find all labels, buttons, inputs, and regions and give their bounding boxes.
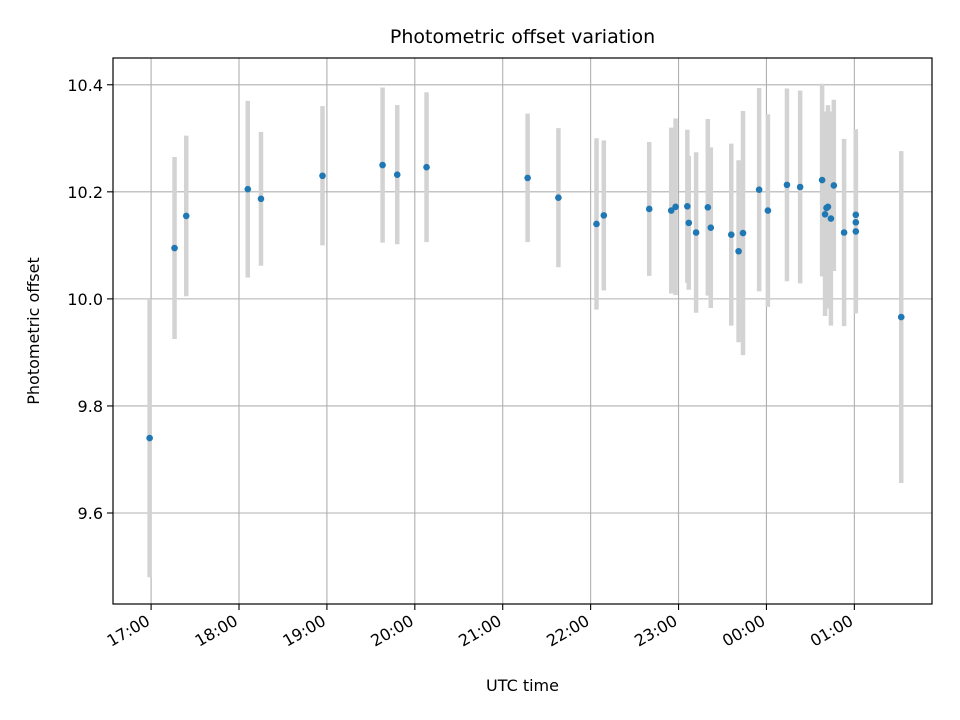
x-tick-label: 00:00: [719, 611, 768, 651]
data-point: [555, 194, 562, 202]
data-point: [379, 161, 386, 169]
x-tick-label: 19:00: [279, 611, 328, 651]
data-points: [146, 161, 905, 442]
x-tick-label: 21:00: [455, 611, 504, 651]
x-tick-label: 23:00: [631, 611, 680, 651]
data-point: [645, 205, 653, 213]
data-point: [146, 434, 153, 442]
data-point: [840, 229, 848, 236]
data-point: [827, 215, 835, 222]
y-tick-label: 10.0: [67, 290, 103, 309]
data-point: [764, 207, 772, 214]
data-point: [182, 212, 190, 220]
data-point: [393, 171, 401, 178]
data-point: [257, 195, 265, 203]
data-point: [593, 220, 600, 228]
plot-frame: [112, 57, 933, 605]
data-point: [830, 182, 838, 189]
data-point: [852, 211, 860, 219]
data-point: [818, 176, 826, 184]
y-tick-label: 10.4: [67, 76, 103, 95]
y-tick-label: 10.2: [67, 183, 103, 202]
data-point: [319, 172, 326, 180]
data-point: [755, 186, 763, 193]
data-point: [735, 247, 742, 255]
y-axis-ticks: 9.6 9.8 10.0 10.2 10.4: [67, 76, 113, 523]
x-tick-label: 17:00: [104, 611, 153, 651]
y-tick-label: 9.6: [78, 504, 103, 523]
data-point: [423, 163, 430, 171]
x-axis-label: UTC time: [486, 676, 559, 695]
data-point: [783, 181, 791, 189]
data-point: [684, 202, 691, 210]
y-tick-label: 9.8: [78, 397, 103, 416]
data-point: [727, 231, 735, 238]
data-point: [600, 212, 608, 219]
data-point: [739, 229, 747, 237]
data-point: [897, 313, 905, 321]
grid-lines: [113, 58, 932, 604]
data-point: [852, 228, 860, 235]
chart-title: Photometric offset variation: [390, 26, 655, 48]
data-point: [672, 203, 679, 211]
x-tick-label: 20:00: [367, 611, 416, 651]
data-point: [667, 207, 675, 214]
data-point: [171, 244, 178, 252]
x-tick-label: 01:00: [807, 611, 856, 651]
data-point: [824, 203, 832, 211]
data-point: [692, 229, 700, 236]
error-bars: [147, 83, 904, 578]
x-axis-ticks: 17:00 18:00 19:00 20:00 21:00 22:00 23:00 00:00…: [104, 604, 856, 651]
data-point: [704, 204, 712, 211]
data-point: [707, 224, 715, 231]
x-tick-label: 18:00: [192, 611, 241, 651]
data-point: [796, 183, 804, 191]
data-point: [244, 185, 252, 193]
data-point: [685, 219, 693, 227]
x-tick-label: 22:00: [543, 611, 592, 651]
data-point: [852, 219, 860, 226]
data-point: [821, 211, 829, 218]
data-point: [524, 174, 531, 182]
y-axis-label: Photometric offset: [24, 257, 43, 405]
